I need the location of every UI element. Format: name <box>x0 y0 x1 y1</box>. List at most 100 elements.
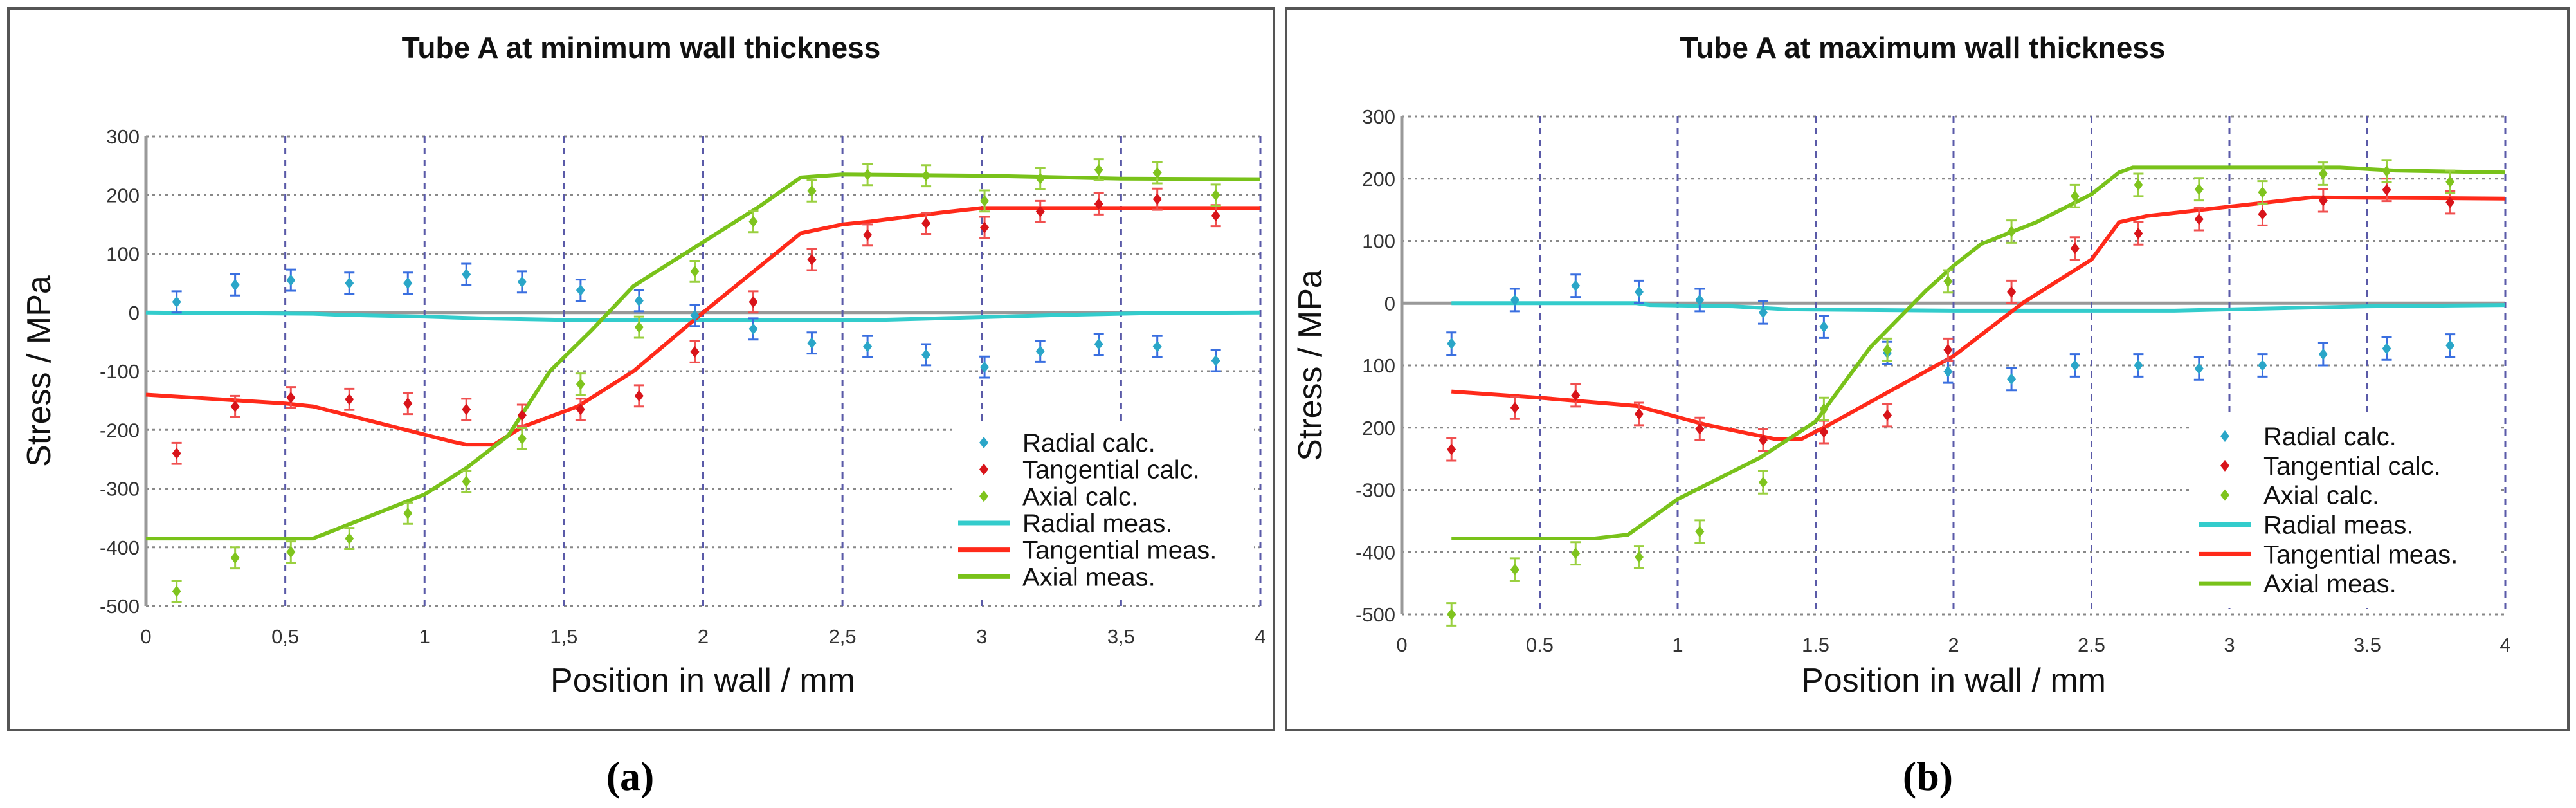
data-point <box>2258 208 2267 220</box>
data-point <box>286 274 296 286</box>
data-point <box>1695 294 1705 306</box>
data-point <box>1035 205 1045 217</box>
data-point <box>1758 434 1768 446</box>
chart-max-wall: Tube A at maximum wall thickness Positio… <box>1292 31 2511 699</box>
x-axis-label: Position in wall / mm <box>550 662 855 699</box>
legend-label: Radial calc. <box>1022 429 1156 457</box>
legend-label: Axial meas. <box>2263 570 2397 598</box>
data-point <box>690 309 700 322</box>
y-axis-label: Stress / MPa <box>1292 270 1329 461</box>
x-tick-label: 3.5 <box>2354 634 2381 656</box>
x-tick-label: 2.5 <box>2078 634 2105 656</box>
data-point <box>517 276 527 288</box>
legend-label: Radial meas. <box>1022 510 1172 538</box>
x-tick-label: 1 <box>1672 634 1683 656</box>
y-tick-label: -200 <box>100 419 140 441</box>
panel-label-b: (b) <box>1903 753 1953 799</box>
y-tick-label: -300 <box>100 478 140 500</box>
y-tick-label: -500 <box>1356 603 1395 626</box>
legend-marker <box>2220 430 2229 442</box>
chart-frame-a <box>7 7 1275 731</box>
x-tick-label: 0 <box>1396 634 1407 656</box>
data-point <box>2445 340 2455 352</box>
data-point <box>2382 184 2391 196</box>
x-tick-label: 3,5 <box>1107 625 1135 648</box>
y-tick-label: 100 <box>1362 354 1395 377</box>
data-point <box>1819 321 1829 333</box>
data-point <box>634 295 644 307</box>
data-point <box>1758 306 1768 318</box>
legend-label: Tangential calc. <box>2263 452 2441 481</box>
data-point <box>980 361 990 373</box>
chart-title: Tube A at maximum wall thickness <box>1680 31 2166 64</box>
data-point <box>634 321 644 333</box>
data-point <box>1510 564 1519 576</box>
data-point <box>1211 354 1220 367</box>
y-tick-label: -400 <box>1356 541 1395 564</box>
x-tick-label: 2 <box>1948 634 1959 656</box>
legend-box <box>952 425 1254 598</box>
legend-label: Radial meas. <box>2263 511 2413 540</box>
data-point <box>1094 338 1103 351</box>
chart-title: Tube A at minimum wall thickness <box>402 31 881 64</box>
data-point <box>462 268 471 280</box>
y-tick-label: -300 <box>1356 479 1395 502</box>
data-point <box>2070 243 2080 255</box>
data-point <box>1819 426 1829 438</box>
data-point <box>2007 225 2017 237</box>
legend-label: Axial calc. <box>2263 482 2379 510</box>
x-axis-label: Position in wall / mm <box>1801 662 2106 699</box>
data-point <box>921 217 931 230</box>
data-point <box>462 403 471 416</box>
y-tick-label: 200 <box>106 184 140 207</box>
x-tick-label: 0.5 <box>1526 634 1554 656</box>
y-tick-label: -100 <box>100 360 140 383</box>
chart-min-wall: Tube A at minimum wall thickness Positio… <box>21 31 1266 699</box>
data-point <box>863 340 873 353</box>
data-point <box>2318 348 2328 360</box>
legend-label: Radial calc. <box>2263 423 2397 451</box>
data-point <box>1634 286 1644 298</box>
data-point <box>1943 365 1953 378</box>
x-tick-label: 1.5 <box>1802 634 1829 656</box>
data-point <box>1758 476 1768 488</box>
data-point <box>345 393 354 405</box>
y-tick-label: 0 <box>129 302 140 324</box>
data-point <box>345 277 354 289</box>
legend-marker <box>979 463 988 475</box>
data-point <box>172 585 181 598</box>
data-point <box>2194 213 2204 225</box>
data-point <box>2382 342 2391 354</box>
y-tick-label: -400 <box>100 537 140 559</box>
data-point <box>230 279 240 291</box>
data-point <box>1211 189 1220 201</box>
data-point <box>748 216 758 228</box>
data-point <box>230 400 240 412</box>
data-point <box>172 296 181 308</box>
series-line-axial-meas <box>1451 165 2506 540</box>
data-point <box>403 398 413 410</box>
data-point <box>2194 183 2204 196</box>
y-axis-label: Stress / MPa <box>21 275 58 467</box>
data-point <box>2070 360 2080 371</box>
data-point <box>748 323 758 335</box>
data-point <box>403 507 413 519</box>
data-point <box>980 221 990 234</box>
data-point <box>980 195 990 207</box>
data-point <box>1447 443 1456 455</box>
data-point <box>2318 168 2328 180</box>
data-point <box>1035 172 1045 185</box>
legend-label: Axial meas. <box>1022 563 1156 591</box>
x-tick-label: 1,5 <box>550 625 577 648</box>
x-tick-label: 2 <box>698 625 709 648</box>
data-point <box>1447 609 1456 620</box>
x-tick-label: 4 <box>2499 634 2510 656</box>
data-point <box>1571 280 1581 292</box>
data-point <box>2134 179 2143 191</box>
data-point <box>517 432 527 445</box>
data-point <box>517 409 527 421</box>
legend-box <box>2193 418 2501 608</box>
legend-label: Tangential meas. <box>2263 540 2458 569</box>
y-tick-label: 100 <box>106 243 140 266</box>
